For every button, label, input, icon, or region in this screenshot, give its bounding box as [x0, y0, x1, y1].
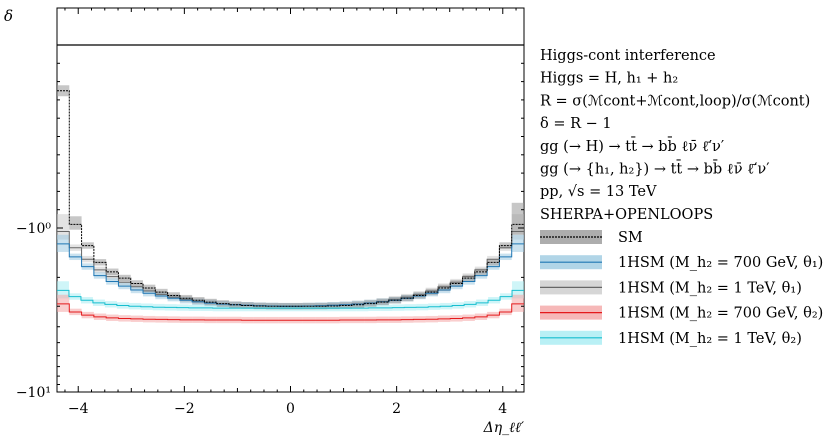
plot-frame [56, 7, 525, 393]
info-text-block: Higgs-cont interference Higgs = H, h₁ + h… [540, 48, 810, 223]
info-line-0: Higgs-cont interference [540, 48, 716, 64]
band-0-bin-37 [511, 202, 524, 235]
series-line-2 [57, 230, 524, 307]
x-axis-ticks: −4 −2 0 2 4 [64, 8, 517, 417]
info-line-3: δ = R − 1 [540, 116, 612, 132]
band-0-bin-24 [351, 301, 365, 308]
x-tick-label: 4 [498, 401, 507, 417]
legend: SM 1HSM (M_h₂ = 700 GeV, θ₁) 1HSM (M_h₂ = … [540, 230, 823, 347]
legend-label-4: 1HSM (M_h₂ = 1 TeV, θ₂) [618, 331, 802, 347]
band-0-bin-35 [487, 259, 500, 266]
info-line-5: gg (→ {h₁, h₂}) → tt̄ → bb̄ ℓν̄ ℓ̄′ν′ [540, 159, 770, 177]
band-0-bin-4 [106, 268, 119, 275]
series-line-3 [57, 303, 524, 321]
band-0-bin-8 [155, 288, 168, 296]
band-3-bin-0 [57, 294, 70, 312]
legend-label-3: 1HSM (M_h₂ = 700 GeV, θ₂) [618, 306, 823, 322]
series-line-0 [57, 90, 524, 307]
band-0-bin-5 [118, 274, 131, 282]
y-axis-ticks: −10⁰ −10¹ [16, 62, 524, 401]
series-line-1 [57, 243, 524, 307]
x-tick-label: 2 [392, 401, 401, 417]
info-line-4: gg (→ H) → tt̄ → bb̄ ℓν̄ ℓ̄′ν′ [540, 137, 724, 155]
band-0-bin-31 [437, 284, 451, 292]
uncertainty-bands [57, 85, 524, 324]
info-line-1: Higgs = H, h₁ + h₂ [540, 71, 678, 87]
y-tick-label: −10⁰ [16, 221, 52, 237]
y-tick-label: −10¹ [16, 385, 51, 401]
info-line-6: pp, √s = 13 TeV [540, 184, 657, 200]
band-1-bin-0 [57, 234, 70, 252]
band-1-bin-37 [511, 234, 524, 252]
x-tick-label: −4 [68, 401, 89, 417]
legend-label-1: 1HSM (M_h₂ = 700 GeV, θ₁) [618, 255, 823, 271]
band-4-bin-0 [57, 281, 69, 299]
band-3-bin-37 [511, 294, 524, 312]
band-0-bin-1 [69, 216, 82, 230]
series-line-4 [57, 289, 524, 309]
legend-label-0: SM [618, 230, 643, 246]
x-axis-label: Δη_ℓℓ′ [483, 420, 525, 436]
band-0-bin-2 [81, 242, 94, 249]
band-4-bin-38 [512, 281, 524, 299]
legend-label-2: 1HSM (M_h₂ = 1 TeV, θ₁) [618, 280, 802, 296]
series-lines [57, 90, 524, 321]
x-tick-label: 0 [286, 401, 295, 417]
x-tick-label: −2 [174, 401, 195, 417]
band-2-bin-0 [57, 214, 70, 240]
band-0-bin-11 [192, 297, 205, 304]
info-line-7: SHERPA+OPENLOOPS [540, 207, 713, 223]
band-0-bin-6 [130, 280, 144, 287]
info-line-2: R = σ(ℳcont+ℳcont,loop)/σ(ℳcont) [540, 93, 810, 109]
plot-area: −4 −2 0 2 4 −10⁰ −10¹ [16, 7, 525, 417]
y-axis-label: δ [4, 7, 13, 25]
